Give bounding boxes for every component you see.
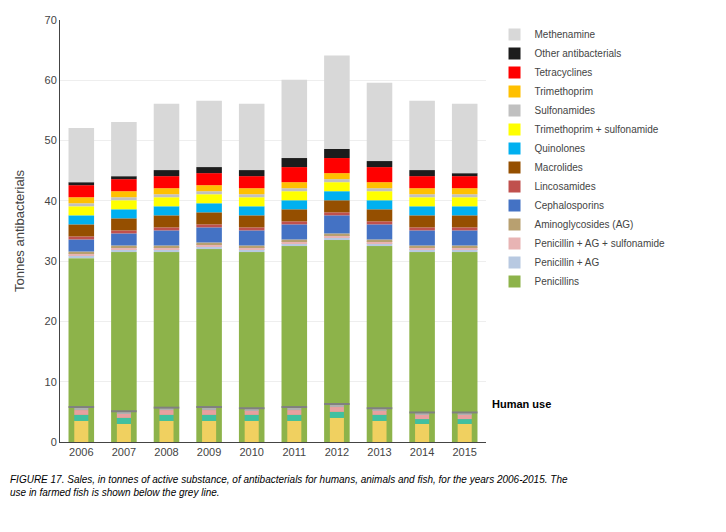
svg-text:40: 40 bbox=[45, 195, 57, 207]
svg-text:20: 20 bbox=[45, 315, 57, 327]
svg-text:Human use: Human use bbox=[492, 398, 551, 410]
svg-text:FIGURE 17. Sales, in tonnes of: FIGURE 17. Sales, in tonnes of active su… bbox=[10, 474, 568, 498]
svg-text:2007: 2007 bbox=[112, 446, 136, 458]
svg-text:70: 70 bbox=[45, 14, 57, 26]
svg-text:Trimethoprim: Trimethoprim bbox=[535, 86, 594, 97]
svg-text:Tonnes antibacterials: Tonnes antibacterials bbox=[12, 169, 27, 292]
svg-text:0: 0 bbox=[51, 436, 57, 448]
svg-text:30: 30 bbox=[45, 255, 57, 267]
svg-text:2014: 2014 bbox=[410, 446, 434, 458]
svg-text:Penicillin + AG + sulfonamide: Penicillin + AG + sulfonamide bbox=[535, 238, 666, 249]
svg-text:2012: 2012 bbox=[325, 446, 349, 458]
svg-text:10: 10 bbox=[45, 376, 57, 388]
svg-text:Methenamine: Methenamine bbox=[535, 29, 596, 40]
svg-text:Lincosamides: Lincosamides bbox=[535, 181, 596, 192]
svg-text:Tetracyclines: Tetracyclines bbox=[535, 67, 593, 78]
svg-text:2015: 2015 bbox=[452, 446, 476, 458]
svg-text:2008: 2008 bbox=[154, 446, 178, 458]
svg-text:2006: 2006 bbox=[69, 446, 93, 458]
svg-text:Trimethoprim + sulfonamide: Trimethoprim + sulfonamide bbox=[535, 124, 659, 135]
svg-text:2009: 2009 bbox=[197, 446, 221, 458]
svg-text:Other antibacterials: Other antibacterials bbox=[535, 48, 622, 59]
svg-text:Penicillins: Penicillins bbox=[535, 276, 579, 287]
svg-text:2013: 2013 bbox=[367, 446, 391, 458]
svg-text:2010: 2010 bbox=[239, 446, 263, 458]
svg-text:Sulfonamides: Sulfonamides bbox=[535, 105, 596, 116]
svg-text:Cephalosporins: Cephalosporins bbox=[535, 200, 605, 211]
svg-text:Quinolones: Quinolones bbox=[535, 143, 586, 154]
svg-text:60: 60 bbox=[45, 74, 57, 86]
svg-text:2011: 2011 bbox=[282, 446, 306, 458]
svg-text:Aminoglycosides (AG): Aminoglycosides (AG) bbox=[535, 219, 634, 230]
svg-text:50: 50 bbox=[45, 134, 57, 146]
svg-text:Macrolides: Macrolides bbox=[535, 162, 583, 173]
svg-text:Penicillin + AG: Penicillin + AG bbox=[535, 257, 600, 268]
